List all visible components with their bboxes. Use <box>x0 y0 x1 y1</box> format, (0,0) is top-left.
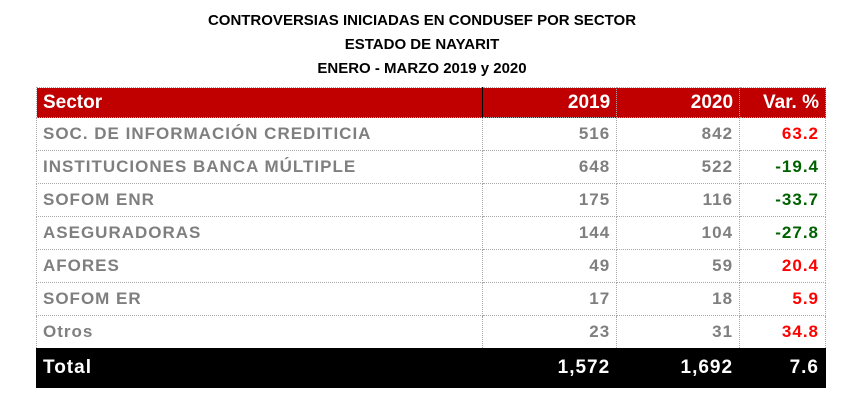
cell-var: -19.4 <box>739 150 826 184</box>
table-row: SOC. DE INFORMACIÓN CREDITICIA 516 842 63.2 <box>35 117 826 151</box>
header-2020: 2020 <box>616 87 741 118</box>
title-line-2: ESTADO DE NAYARIT <box>344 36 500 53</box>
cell-sector: INSTITUCIONES BANCA MÚLTIPLE <box>35 150 484 184</box>
total-y2020: 1,692 <box>616 348 741 388</box>
cell-var: -27.8 <box>739 216 826 250</box>
cell-y2019: 49 <box>482 249 618 283</box>
cell-sector: SOFOM ER <box>35 282 484 316</box>
total-row: Total 1,572 1,692 7.6 <box>35 348 826 388</box>
cell-y2019: 516 <box>482 117 618 151</box>
cell-y2020: 522 <box>616 150 741 184</box>
cell-y2020: 104 <box>616 216 741 250</box>
header-2019: 2019 <box>482 87 618 118</box>
cell-y2019: 23 <box>482 315 618 349</box>
total-var: 7.6 <box>739 348 826 388</box>
header-var: Var. % <box>739 87 826 118</box>
cell-sector: AFORES <box>35 249 484 283</box>
controversias-table: Sector 2019 2020 Var. % SOC. DE INFORMAC… <box>35 87 826 388</box>
header-sector: Sector <box>35 87 484 118</box>
cell-y2019: 144 <box>482 216 618 250</box>
cell-y2020: 18 <box>616 282 741 316</box>
cell-y2020: 116 <box>616 183 741 217</box>
cell-var: -33.7 <box>739 183 826 217</box>
cell-y2020: 842 <box>616 117 741 151</box>
cell-var: 34.8 <box>739 315 826 349</box>
table-row: Otros 23 31 34.8 <box>35 315 826 349</box>
cell-sector: ASEGURADORAS <box>35 216 484 250</box>
table-row: ASEGURADORAS 144 104 -27.8 <box>35 216 826 250</box>
cell-var: 5.9 <box>739 282 826 316</box>
table-row: SOFOM ENR 175 116 -33.7 <box>35 183 826 217</box>
cell-y2020: 59 <box>616 249 741 283</box>
cell-var: 20.4 <box>739 249 826 283</box>
cell-sector: Otros <box>35 315 484 349</box>
title-line-3: ENERO - MARZO 2019 y 2020 <box>317 60 527 77</box>
cell-sector: SOFOM ENR <box>35 183 484 217</box>
table-row: SOFOM ER 17 18 5.9 <box>35 282 826 316</box>
cell-y2020: 31 <box>616 315 741 349</box>
header-row: Sector 2019 2020 Var. % <box>35 87 826 118</box>
cell-y2019: 17 <box>482 282 618 316</box>
table-row: AFORES 49 59 20.4 <box>35 249 826 283</box>
cell-sector: SOC. DE INFORMACIÓN CREDITICIA <box>35 117 484 151</box>
cell-y2019: 175 <box>482 183 618 217</box>
cell-y2019: 648 <box>482 150 618 184</box>
table-row: INSTITUCIONES BANCA MÚLTIPLE 648 522 -19.4 <box>35 150 826 184</box>
total-sector: Total <box>35 348 484 388</box>
cell-var: 63.2 <box>739 117 826 151</box>
title-line-1: CONTROVERSIAS INICIADAS EN CONDUSEF POR … <box>207 12 637 29</box>
total-y2019: 1,572 <box>482 348 618 388</box>
